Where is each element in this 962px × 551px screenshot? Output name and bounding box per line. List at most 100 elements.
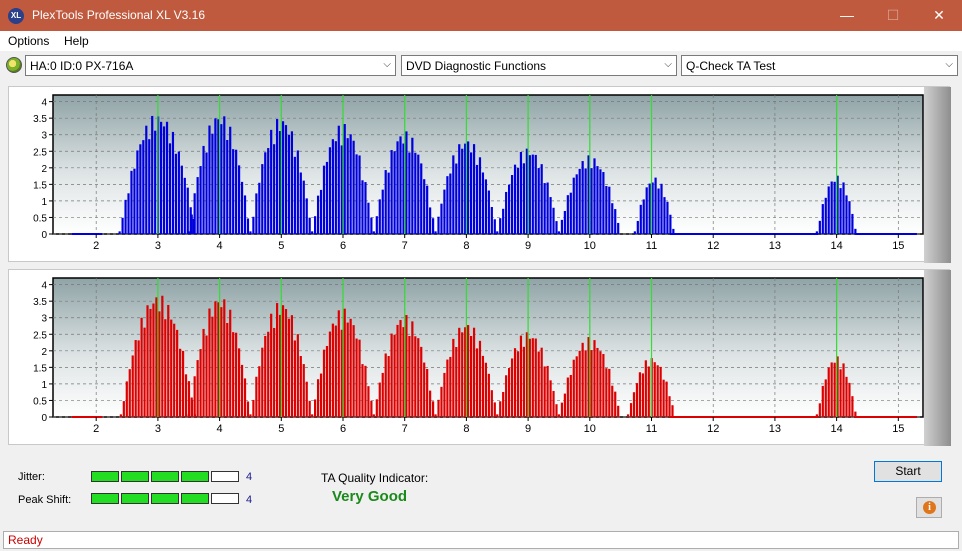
- y-tick-label: 1: [41, 380, 47, 391]
- histogram-bar: [578, 168, 581, 234]
- histogram-bar: [145, 125, 148, 234]
- histogram-bar: [217, 119, 220, 234]
- histogram-bar: [496, 231, 499, 234]
- histogram-bar: [346, 138, 349, 234]
- histogram-bar: [516, 351, 520, 417]
- histogram-bar: [420, 163, 423, 234]
- histogram-bar: [128, 369, 131, 417]
- histogram-bar: [316, 195, 320, 234]
- histogram-bar: [290, 131, 294, 234]
- histogram-bar: [187, 414, 190, 417]
- histogram-bar: [190, 397, 193, 417]
- meter-segment: [121, 471, 149, 482]
- meter-segment: [121, 493, 149, 504]
- histogram-bar: [516, 167, 520, 234]
- histogram-bar: [346, 322, 349, 417]
- histogram-bar: [211, 316, 214, 417]
- histogram-bar: [393, 334, 396, 417]
- histogram-bar: [235, 332, 238, 417]
- histogram-bar: [662, 379, 665, 417]
- drive-select[interactable]: HA:0 ID:0 PX-716A ⌵: [25, 55, 396, 76]
- histogram-bar: [278, 314, 282, 417]
- x-tick-label: 10: [584, 240, 596, 252]
- x-tick-label: 7: [402, 240, 408, 252]
- histogram-bar: [653, 362, 656, 417]
- histogram-bar: [287, 318, 291, 417]
- histogram-bar: [824, 197, 827, 234]
- test-select[interactable]: Q-Check TA Test ⌵: [681, 55, 958, 76]
- histogram-bar: [818, 403, 821, 417]
- histogram-bar: [657, 188, 660, 234]
- histogram-bar: [605, 368, 608, 417]
- top-chart-panel: 4 3.5 3 2.5 2 1.5 1 0.5 0 2 3 4 5 6 7 8 9 10 11 12 13 14 15: [8, 86, 951, 263]
- start-button[interactable]: Start: [874, 461, 942, 482]
- histogram-bar: [593, 158, 596, 234]
- histogram-bar: [581, 342, 584, 417]
- histogram-bar: [815, 414, 818, 417]
- function-select[interactable]: DVD Diagnostic Functions ⌵: [401, 55, 677, 76]
- histogram-bar: [281, 305, 285, 417]
- histogram-bar: [490, 206, 493, 234]
- histogram-bar: [299, 356, 302, 417]
- info-button[interactable]: i: [916, 497, 942, 518]
- histogram-bar: [408, 152, 411, 234]
- histogram-bar: [543, 183, 546, 234]
- maximize-button[interactable]: ☐: [886, 7, 900, 23]
- histogram-bar: [173, 323, 176, 417]
- histogram-bar: [671, 405, 674, 417]
- window-title: PlexTools Professional XL V3.16: [32, 8, 205, 22]
- histogram-bar: [452, 155, 455, 234]
- histogram-bar: [316, 379, 320, 417]
- histogram-bar: [842, 363, 845, 417]
- y-tick-label: 3: [41, 131, 47, 142]
- histogram-bar: [284, 125, 288, 234]
- menu-help[interactable]: Help: [64, 34, 89, 48]
- histogram-bar: [246, 401, 250, 417]
- histogram-bar: [136, 150, 139, 234]
- histogram-bar: [484, 362, 488, 417]
- x-tick-label: 4: [217, 240, 223, 252]
- drive-select-value: HA:0 ID:0 PX-716A: [30, 59, 134, 73]
- histogram-bar: [502, 208, 505, 234]
- histogram-bar: [258, 182, 261, 234]
- title-bar: XL PlexTools Professional XL V3.16 — ☐ ✕: [0, 0, 962, 31]
- histogram-bar: [617, 222, 620, 234]
- histogram-bar: [513, 164, 517, 234]
- histogram-bar: [821, 204, 824, 234]
- histogram-bar: [314, 399, 317, 417]
- histogram-bar: [614, 391, 617, 417]
- toolbar: HA:0 ID:0 PX-716A ⌵ DVD Diagnostic Funct…: [0, 51, 962, 79]
- histogram-bar: [611, 203, 614, 234]
- histogram-bar: [647, 366, 650, 417]
- histogram-bar: [848, 382, 851, 417]
- histogram-bar: [836, 356, 839, 417]
- histogram-bar: [264, 152, 267, 234]
- histogram-bar: [372, 414, 375, 417]
- minimize-button[interactable]: —: [840, 7, 854, 23]
- histogram-bar: [660, 183, 663, 234]
- histogram-bar: [243, 378, 247, 417]
- histogram-bar: [240, 181, 244, 234]
- menu-options[interactable]: Options: [8, 34, 50, 48]
- histogram-bar: [842, 182, 845, 234]
- histogram-bar: [458, 144, 461, 234]
- histogram-bar: [378, 199, 381, 234]
- histogram-bar: [584, 350, 587, 417]
- histogram-bar: [237, 348, 241, 417]
- close-button[interactable]: ✕: [933, 7, 945, 23]
- histogram-bar: [587, 337, 590, 417]
- histogram-bar: [845, 195, 848, 234]
- y-tick-label: 2.5: [33, 147, 47, 158]
- x-tick-label: 3: [155, 240, 161, 252]
- histogram-bar: [578, 350, 581, 417]
- histogram-bar: [469, 152, 473, 234]
- histogram-bar: [546, 182, 549, 234]
- x-tick-label: 9: [525, 423, 531, 435]
- histogram-bar: [402, 143, 405, 234]
- histogram-bar: [352, 325, 355, 417]
- histogram-bar: [821, 385, 824, 417]
- x-tick-label: 6: [340, 423, 346, 435]
- peak-shift-label: Peak Shift:: [18, 494, 72, 506]
- histogram-bar: [293, 156, 296, 234]
- histogram-bar: [534, 154, 537, 234]
